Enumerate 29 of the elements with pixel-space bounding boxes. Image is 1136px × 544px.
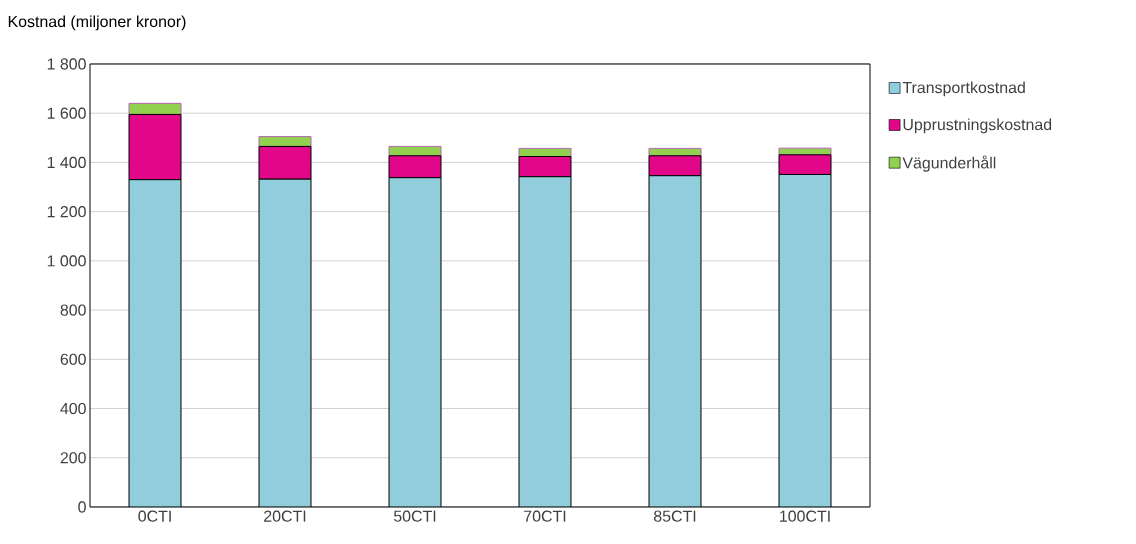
x-tick-label: 100CTI (780, 510, 830, 522)
y-tick-label: 200 (60, 452, 86, 464)
bar (258, 136, 312, 147)
bar (518, 176, 572, 507)
x-tick-label: 85CTI (653, 510, 696, 522)
bar (388, 177, 442, 507)
bar (128, 179, 182, 507)
y-tick-label: 1 800 (47, 58, 86, 70)
legend-label: Transportkostnad (902, 81, 1025, 97)
bar (648, 175, 702, 507)
x-tick-label: 70CTI (524, 510, 566, 522)
y-tick-label: 1 000 (47, 255, 86, 267)
bar (778, 173, 832, 507)
bar (258, 178, 312, 507)
y-tick-label: 0 (78, 501, 86, 513)
y-tick-label: 600 (60, 353, 86, 365)
bar (518, 147, 572, 158)
y-tick-label: 1 200 (47, 206, 86, 218)
y-tick-label: 1 600 (47, 107, 86, 119)
x-tick-label: 20CTI (264, 510, 306, 522)
y-axis-title: Kostnad (miljoner kronor) (8, 15, 186, 31)
y-tick-label: 1 400 (47, 156, 86, 169)
legend-label: Upprustningskostnad (903, 118, 1052, 134)
y-tick-label: 400 (60, 402, 86, 415)
legend-label: Vägunderhåll (902, 155, 996, 172)
x-tick-label: 50CTI (393, 510, 436, 522)
x-tick-label: 0CTI (138, 510, 171, 522)
bar (128, 102, 182, 115)
y-tick-label: 800 (60, 304, 86, 316)
